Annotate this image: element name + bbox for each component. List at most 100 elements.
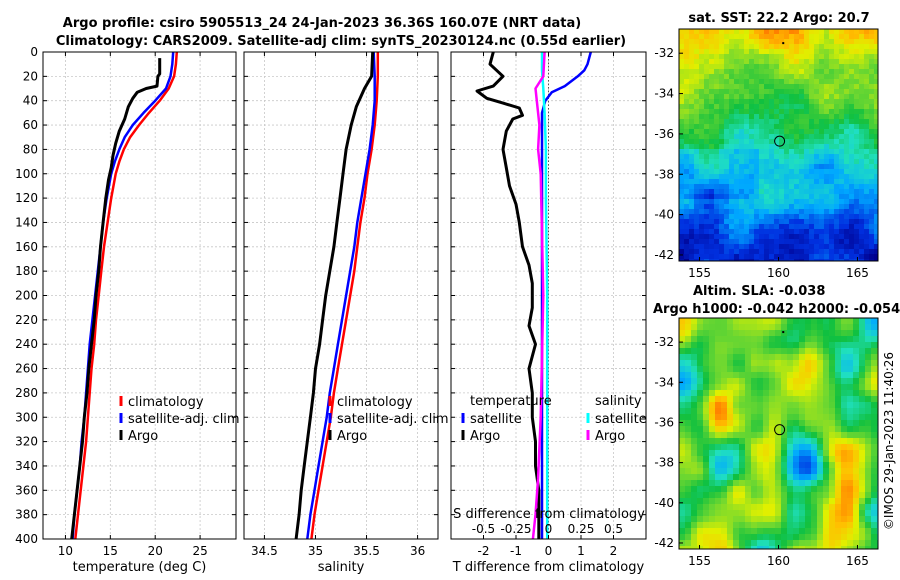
map-cell (829, 219, 835, 225)
map-cell (694, 164, 700, 170)
map-cell (715, 408, 722, 415)
map-cell (764, 159, 770, 165)
map-cell (744, 209, 750, 215)
map-cell (817, 474, 824, 481)
map-cell (691, 348, 698, 355)
map-cell (849, 184, 855, 190)
map-cell (799, 54, 805, 60)
map-cell (779, 29, 785, 35)
map-cell (779, 144, 785, 150)
map-cell (694, 64, 700, 70)
map-cell (744, 244, 750, 250)
map-cell (865, 504, 872, 511)
map-cell (745, 342, 752, 349)
map-cell (769, 462, 776, 469)
map-cell (729, 199, 735, 205)
map-cell (709, 384, 716, 391)
map-cell (781, 474, 788, 481)
map-cell (689, 59, 695, 65)
map-cell (829, 214, 835, 220)
map-cell (804, 99, 810, 105)
map-cell (744, 39, 750, 45)
map-cell (724, 44, 730, 50)
x-tick-label: 0 (545, 544, 553, 558)
map-cell (714, 254, 720, 260)
map-cell (805, 498, 812, 505)
map-cell (847, 462, 854, 469)
coast-mark (782, 42, 785, 45)
map-cell (744, 224, 750, 230)
map-cell (749, 39, 755, 45)
map-cell (774, 224, 780, 230)
map-cell (853, 396, 860, 403)
series-line-satellite-adj--clim (306, 51, 376, 540)
map-cell (751, 522, 758, 529)
map-cell (849, 159, 855, 165)
map-cell (859, 229, 865, 235)
map-cell (729, 209, 735, 215)
map-cell (799, 134, 805, 140)
map-cell (859, 366, 866, 373)
y-tick-label: 120 (15, 191, 38, 205)
map-cell (775, 480, 782, 487)
map-cell (721, 516, 728, 523)
map-cell (715, 480, 722, 487)
map-cell (751, 324, 758, 331)
map-cell (809, 164, 815, 170)
map-cell (714, 59, 720, 65)
map-cell (781, 540, 788, 547)
map-cell (794, 44, 800, 50)
map-cell (699, 239, 705, 245)
map-cell (744, 89, 750, 95)
map-cell (805, 336, 812, 343)
map-cell (714, 189, 720, 195)
map-cell (739, 474, 746, 481)
map-cell (781, 390, 788, 397)
map-cell (804, 149, 810, 155)
map-cell (699, 134, 705, 140)
map-cell (739, 209, 745, 215)
map-cell (779, 69, 785, 75)
map-cell (769, 372, 776, 379)
map-cell (749, 49, 755, 55)
map-cell (691, 336, 698, 343)
map-cell (839, 244, 845, 250)
map-cell (759, 154, 765, 160)
map-cell (684, 214, 690, 220)
map-cell (817, 504, 824, 511)
map-cell (709, 244, 715, 250)
map-cell (824, 229, 830, 235)
map-cell (799, 450, 806, 457)
map-cell (853, 330, 860, 337)
map-cell (699, 29, 705, 35)
map-cell (734, 239, 740, 245)
map-cell (739, 342, 746, 349)
map-cell (823, 402, 830, 409)
map-cell (684, 209, 690, 215)
map-cell (819, 104, 825, 110)
map-cell (871, 336, 878, 343)
map-cell (844, 44, 850, 50)
map-cell (757, 390, 764, 397)
map-cell (689, 169, 695, 175)
map-cell (757, 456, 764, 463)
map-cell (779, 239, 785, 245)
map-cell (714, 109, 720, 115)
map-cell (864, 164, 870, 170)
map-cell (689, 64, 695, 70)
map-cell (709, 204, 715, 210)
map-cell (844, 69, 850, 75)
x-tick-label: 25 (192, 544, 207, 558)
x-tick-label: 2 (610, 544, 618, 558)
map-cell (715, 468, 722, 475)
map-cell (759, 49, 765, 55)
map-cell (709, 164, 715, 170)
map-cell (871, 408, 878, 415)
map-cell (724, 139, 730, 145)
map-cell (764, 84, 770, 90)
y-tick-label: -38 (654, 456, 674, 470)
map-cell (694, 124, 700, 130)
map-cell (834, 84, 840, 90)
map-cell (819, 129, 825, 135)
map-cell (724, 134, 730, 140)
